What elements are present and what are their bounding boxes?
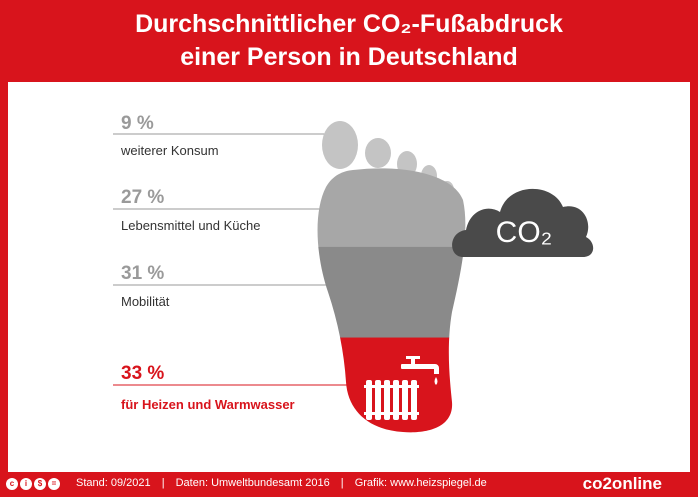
footer-stand: Stand: 09/2021 xyxy=(76,477,151,489)
footer-daten: Daten: Umweltbundesamt 2016 xyxy=(175,477,330,489)
sole-band-3 xyxy=(317,246,466,339)
category-label-1: weiterer Konsum xyxy=(120,143,219,158)
license-badges[interactable]: c i $ = xyxy=(6,478,60,490)
cloud-label: CO₂ xyxy=(496,216,553,249)
chart-panel: CO₂ 9 % 27 % 31 % 33 % weiterer Konsum L… xyxy=(8,82,690,472)
value-label-3: 31 % xyxy=(121,263,164,284)
nc-icon: $ xyxy=(34,478,46,490)
page-title: Durchschnittlicher CO₂-Fußabdruck einer … xyxy=(0,8,698,74)
water-tap-icon xyxy=(401,356,439,385)
radiator-icon xyxy=(364,380,419,420)
footer-separator: | xyxy=(340,477,344,489)
sole-bands xyxy=(317,168,466,433)
sole-band-2 xyxy=(317,168,466,248)
co2-cloud-icon: CO₂ xyxy=(452,188,594,257)
by-icon: i xyxy=(20,478,32,490)
nd-icon: = xyxy=(48,478,60,490)
title-line-1: Durchschnittlicher CO₂-Fußabdruck xyxy=(135,10,563,38)
value-label-1: 9 % xyxy=(121,113,154,134)
brand-logo[interactable]: co2online xyxy=(582,474,662,493)
footprint-chart: CO₂ 9 % 27 % 31 % 33 % weiterer Konsum L… xyxy=(113,113,594,433)
category-label-4: für Heizen und Warmwasser xyxy=(121,397,295,412)
cc-icon: c xyxy=(6,478,18,490)
category-label-2: Lebensmittel und Küche xyxy=(121,218,260,233)
footer: c i $ = Stand: 09/2021 | Daten: Umweltbu… xyxy=(0,472,698,497)
title-line-2: einer Person in Deutschland xyxy=(180,43,518,71)
footer-separator: | xyxy=(161,477,165,489)
toe-big xyxy=(322,121,358,169)
category-label-3: Mobilität xyxy=(121,294,170,309)
value-label-2: 27 % xyxy=(121,187,164,208)
footer-meta: Stand: 09/2021 | Daten: Umweltbundesamt … xyxy=(76,477,487,489)
toe-2 xyxy=(365,138,391,168)
value-label-4: 33 % xyxy=(121,363,164,384)
footer-grafik[interactable]: Grafik: www.heizspiegel.de xyxy=(354,477,487,489)
